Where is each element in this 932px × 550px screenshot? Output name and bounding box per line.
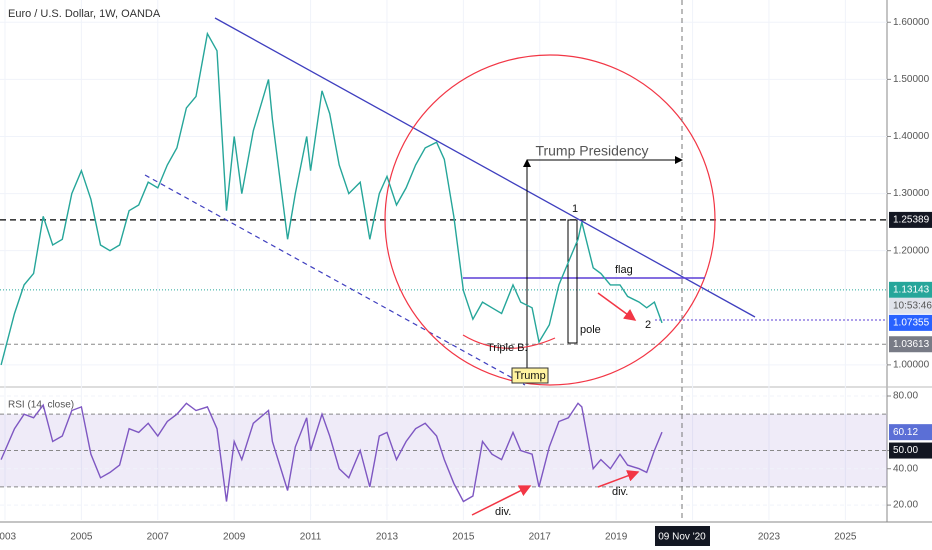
countdown-box: [889, 297, 932, 314]
arrow: [597, 292, 637, 321]
annotation: div.: [495, 506, 511, 518]
cursor-label: 09 Nov '20: [658, 532, 706, 543]
y-tick-label: 1.00000: [893, 360, 930, 371]
y-tick-label: 1.50000: [893, 74, 930, 85]
annotation: Trump: [514, 370, 545, 382]
y-tick-label: 50.00: [893, 445, 918, 456]
annotation: 1: [572, 203, 578, 215]
x-tick-label: 2023: [758, 532, 781, 543]
x-tick-label: 2017: [529, 532, 552, 543]
x-tick-label: 2003: [0, 532, 17, 543]
y-tick-label: 40.00: [893, 463, 918, 474]
label-box: [511, 367, 549, 384]
y-tick-label: 20.00: [893, 500, 918, 511]
level-label-box: [889, 281, 932, 298]
annotation: pole: [580, 324, 601, 336]
x-tick-label: 2013: [376, 532, 399, 543]
x-tick-label: 2011: [300, 532, 322, 543]
circle: [384, 54, 716, 386]
chart-title: Euro / U.S. Dollar, 1W, OANDA: [8, 8, 161, 20]
last-value-box: [889, 424, 932, 441]
y-tick-label: 1.40000: [893, 131, 930, 142]
annotation: div.: [612, 486, 628, 498]
annotation: Trump Presidency: [535, 143, 648, 159]
x-tick-label: 2005: [70, 532, 93, 543]
annotation: Triple B.: [487, 342, 528, 354]
panel-title: RSI (14, close): [8, 400, 74, 411]
trend-line-dashed: [144, 174, 526, 386]
series-line: [0, 402, 663, 503]
last-value-label: 60.12: [893, 427, 918, 438]
last-value-box: [889, 314, 932, 331]
countdown: 10:53:46: [893, 300, 932, 311]
y-tick-label: 1.30000: [893, 188, 930, 199]
tick-label-box: [889, 442, 932, 459]
y-tick-label: 80.00: [893, 391, 918, 402]
x-tick-label: 2009: [223, 532, 246, 543]
annotation: 2: [645, 319, 651, 331]
level-label: 1.13143: [893, 284, 930, 295]
arrow: [597, 470, 640, 488]
pole-box: [567, 219, 578, 344]
y-tick-label: 1.60000: [893, 17, 930, 28]
level-label-box: [889, 211, 932, 228]
x-tick-label: 2019: [605, 532, 628, 543]
x-tick-label: 2007: [147, 532, 170, 543]
x-tick-label: 2025: [834, 532, 857, 543]
cursor-label-box: [655, 526, 710, 546]
y-tick-label: 1.20000: [893, 245, 930, 256]
trend-line: [214, 17, 756, 318]
x-tick-label: 2015: [452, 532, 475, 543]
arc: [462, 334, 556, 349]
level-label: 1.03613: [893, 339, 930, 350]
series-line: [0, 31, 663, 366]
annotation: flag: [615, 264, 633, 276]
level-label: 1.25389: [893, 215, 930, 226]
arrow: [471, 485, 532, 516]
last-value-label: 1.07355: [893, 318, 930, 329]
level-label-box: [889, 336, 932, 353]
